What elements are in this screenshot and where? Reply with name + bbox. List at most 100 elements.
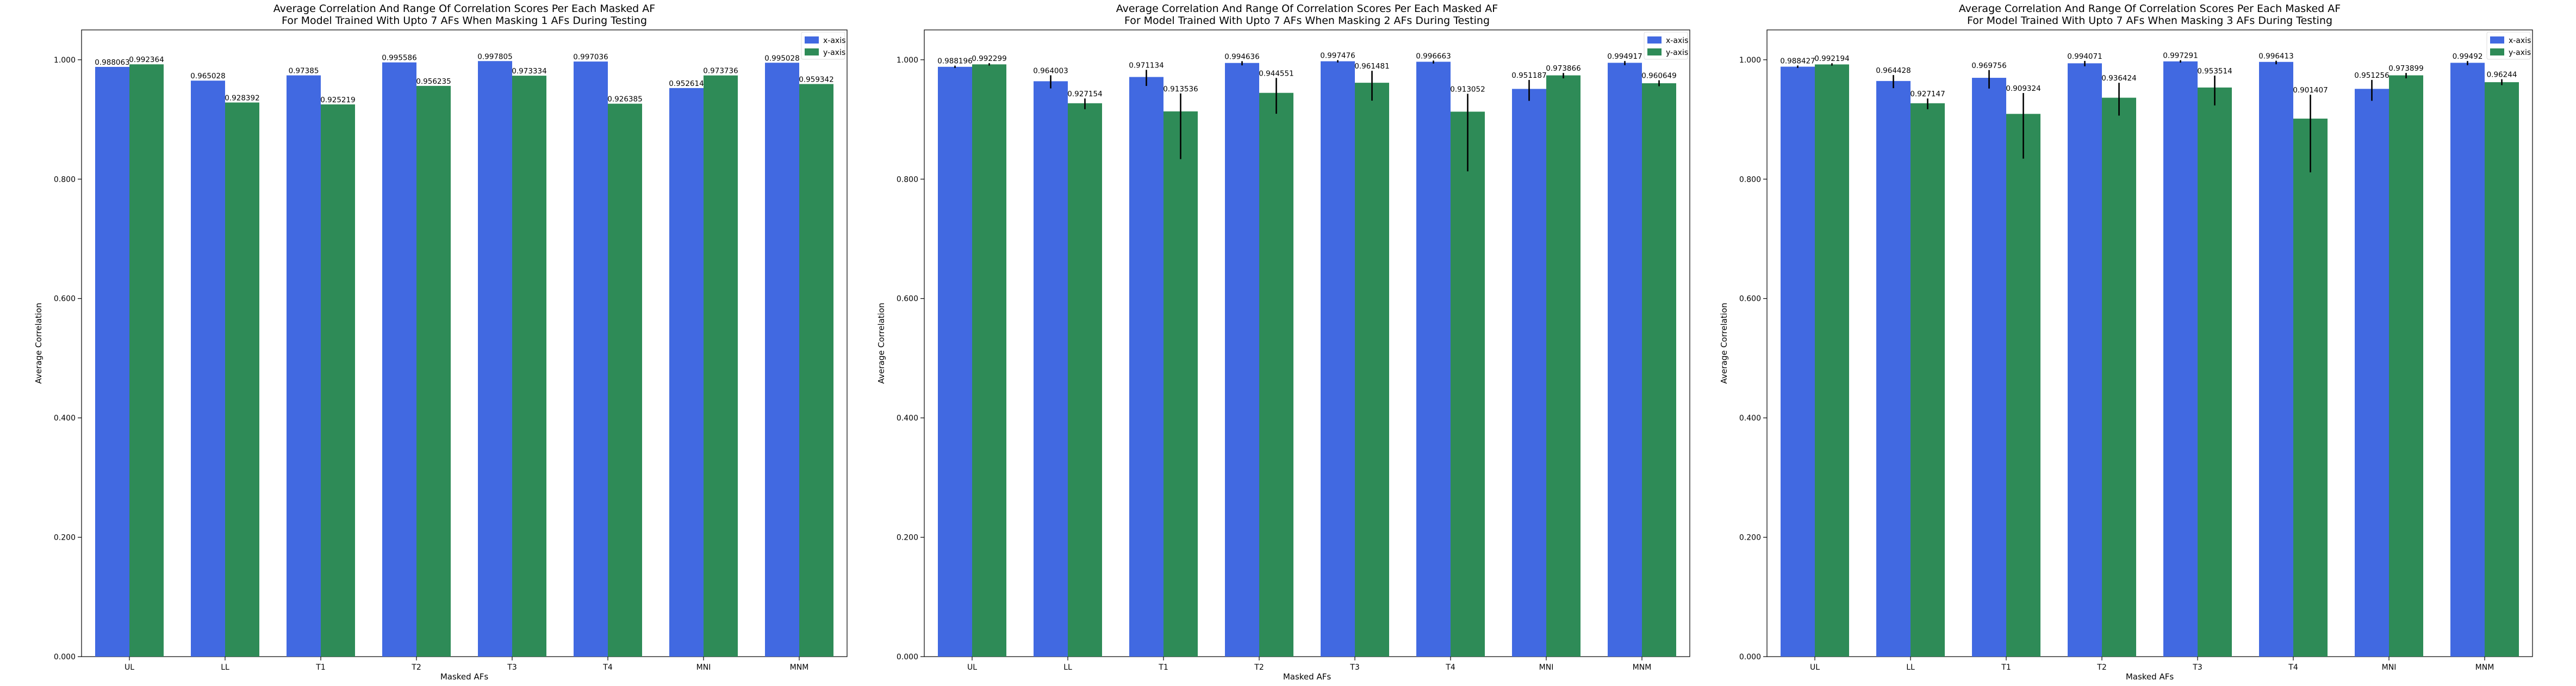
bar-x-axis-MNM bbox=[2450, 63, 2485, 657]
x-tick-label: T3 bbox=[507, 663, 517, 672]
x-tick-label: T1 bbox=[2001, 663, 2011, 672]
bar-x-axis-MNI bbox=[669, 88, 704, 657]
data-label: 0.927147 bbox=[1910, 90, 1945, 98]
data-label: 0.992194 bbox=[1814, 54, 1849, 63]
bar-y-axis-MNI bbox=[704, 75, 738, 657]
data-label: 0.927154 bbox=[1067, 90, 1102, 98]
bar-y-axis-T2 bbox=[1259, 92, 1293, 657]
y-tick-label: 0.400 bbox=[1739, 414, 1761, 423]
y-tick-label: 0.400 bbox=[54, 414, 76, 423]
y-tick-label: 0.800 bbox=[1739, 175, 1761, 184]
y-axis-label: Average Correlation bbox=[876, 302, 886, 384]
data-label: 0.997476 bbox=[1320, 51, 1355, 60]
x-tick-label: T2 bbox=[2096, 663, 2106, 672]
data-label: 0.988427 bbox=[1780, 57, 1815, 65]
data-label: 0.995586 bbox=[382, 54, 416, 63]
x-tick-label: T1 bbox=[315, 663, 325, 672]
chart-panel-1: Average Correlation And Range Of Correla… bbox=[34, 3, 848, 682]
data-label: 0.997291 bbox=[2163, 52, 2198, 60]
data-label: 0.926385 bbox=[607, 95, 642, 104]
x-tick-label: T4 bbox=[1445, 663, 1455, 672]
legend-swatch bbox=[2490, 48, 2504, 55]
x-tick-label: T2 bbox=[411, 663, 421, 672]
x-tick-label: LL bbox=[1906, 663, 1915, 672]
bar-x-axis-LL bbox=[1876, 81, 1911, 657]
x-tick-label: T2 bbox=[1254, 663, 1264, 672]
data-label: 0.951187 bbox=[1511, 71, 1546, 80]
data-label: 0.973334 bbox=[512, 67, 546, 76]
bar-x-axis-T1 bbox=[287, 75, 321, 657]
bar-x-axis-MNI bbox=[2355, 89, 2389, 657]
x-axis-label: Masked AFs bbox=[2126, 672, 2174, 682]
legend-swatch bbox=[2490, 36, 2504, 44]
data-label: 0.956235 bbox=[416, 77, 451, 86]
data-label: 0.936424 bbox=[2101, 74, 2136, 83]
data-label: 0.913052 bbox=[1450, 85, 1485, 94]
data-label: 0.996413 bbox=[2258, 52, 2293, 61]
x-tick-label: T1 bbox=[1158, 663, 1168, 672]
data-label: 0.994917 bbox=[1607, 52, 1642, 61]
data-label: 0.96244 bbox=[2487, 71, 2517, 79]
data-label: 0.909324 bbox=[2006, 84, 2040, 93]
x-tick-label: LL bbox=[221, 663, 229, 672]
bar-x-axis-MNM bbox=[765, 63, 799, 657]
data-label: 0.913536 bbox=[1163, 85, 1198, 94]
data-label: 0.988063 bbox=[95, 58, 129, 67]
bar-x-axis-T4 bbox=[1416, 61, 1451, 657]
x-tick-label: T3 bbox=[1349, 663, 1359, 672]
chart-panel-3: Average Correlation And Range Of Correla… bbox=[1719, 3, 2533, 682]
bar-y-axis-T4 bbox=[2293, 119, 2328, 657]
plot-frame bbox=[1766, 29, 2533, 657]
chart-title: Average Correlation And Range Of Correla… bbox=[1116, 3, 1498, 15]
bar-y-axis-LL bbox=[1068, 103, 1102, 657]
bar-y-axis-T3 bbox=[2198, 87, 2232, 657]
data-label: 0.952614 bbox=[669, 79, 704, 88]
bar-x-axis-MNI bbox=[1512, 89, 1546, 657]
data-label: 0.992364 bbox=[129, 55, 164, 64]
plot-frame bbox=[924, 29, 1690, 657]
data-label: 0.951256 bbox=[2354, 71, 2389, 80]
y-tick-label: 0.400 bbox=[897, 414, 918, 423]
y-tick-label: 0.000 bbox=[897, 653, 918, 662]
legend-swatch bbox=[805, 36, 819, 44]
data-label: 0.973866 bbox=[1546, 64, 1581, 73]
bar-y-axis-UL bbox=[129, 64, 164, 657]
y-tick-label: 0.800 bbox=[897, 175, 918, 184]
legend-swatch bbox=[1647, 36, 1662, 44]
bar-y-axis-T4 bbox=[1451, 112, 1485, 657]
legend-label: x-axis bbox=[823, 36, 845, 45]
chart-panel-2: Average Correlation And Range Of Correla… bbox=[876, 3, 1690, 682]
x-tick-label: T4 bbox=[602, 663, 613, 672]
legend-label: x-axis bbox=[2509, 36, 2531, 45]
data-label: 0.988196 bbox=[937, 57, 972, 66]
data-label: 0.99492 bbox=[2453, 52, 2483, 61]
plot-frame bbox=[81, 29, 848, 657]
x-tick-label: MNM bbox=[2475, 663, 2494, 672]
y-tick-label: 0.000 bbox=[1739, 653, 1761, 662]
bar-x-axis-T2 bbox=[2068, 63, 2102, 657]
legend-label: x-axis bbox=[1666, 36, 1688, 45]
data-label: 0.997805 bbox=[477, 52, 512, 61]
y-tick-label: 0.800 bbox=[54, 175, 76, 184]
bar-y-axis-T3 bbox=[1355, 83, 1389, 657]
data-label: 0.965028 bbox=[190, 72, 225, 81]
x-tick-label: MNM bbox=[790, 663, 809, 672]
bar-x-axis-T3 bbox=[2163, 61, 2198, 657]
bar-y-axis-T4 bbox=[608, 103, 642, 657]
y-tick-label: 0.600 bbox=[897, 295, 918, 304]
y-axis-label: Average Correlation bbox=[34, 302, 43, 384]
data-label: 0.994071 bbox=[2067, 52, 2102, 61]
data-label: 0.995028 bbox=[764, 54, 799, 63]
y-tick-label: 0.200 bbox=[897, 534, 918, 542]
bar-x-axis-T4 bbox=[574, 61, 608, 657]
bar-y-axis-T1 bbox=[2006, 114, 2040, 657]
chart-title: Average Correlation And Range Of Correla… bbox=[273, 3, 655, 15]
data-label: 0.969756 bbox=[1971, 61, 2006, 70]
legend-label: y-axis bbox=[1666, 48, 1688, 57]
bar-x-axis-T1 bbox=[1129, 77, 1163, 657]
y-tick-label: 1.000 bbox=[1739, 56, 1761, 65]
x-tick-label: MNI bbox=[696, 663, 711, 672]
data-label: 0.944551 bbox=[1259, 69, 1293, 78]
bar-y-axis-UL bbox=[1815, 64, 1849, 657]
bar-x-axis-T3 bbox=[1321, 61, 1355, 657]
